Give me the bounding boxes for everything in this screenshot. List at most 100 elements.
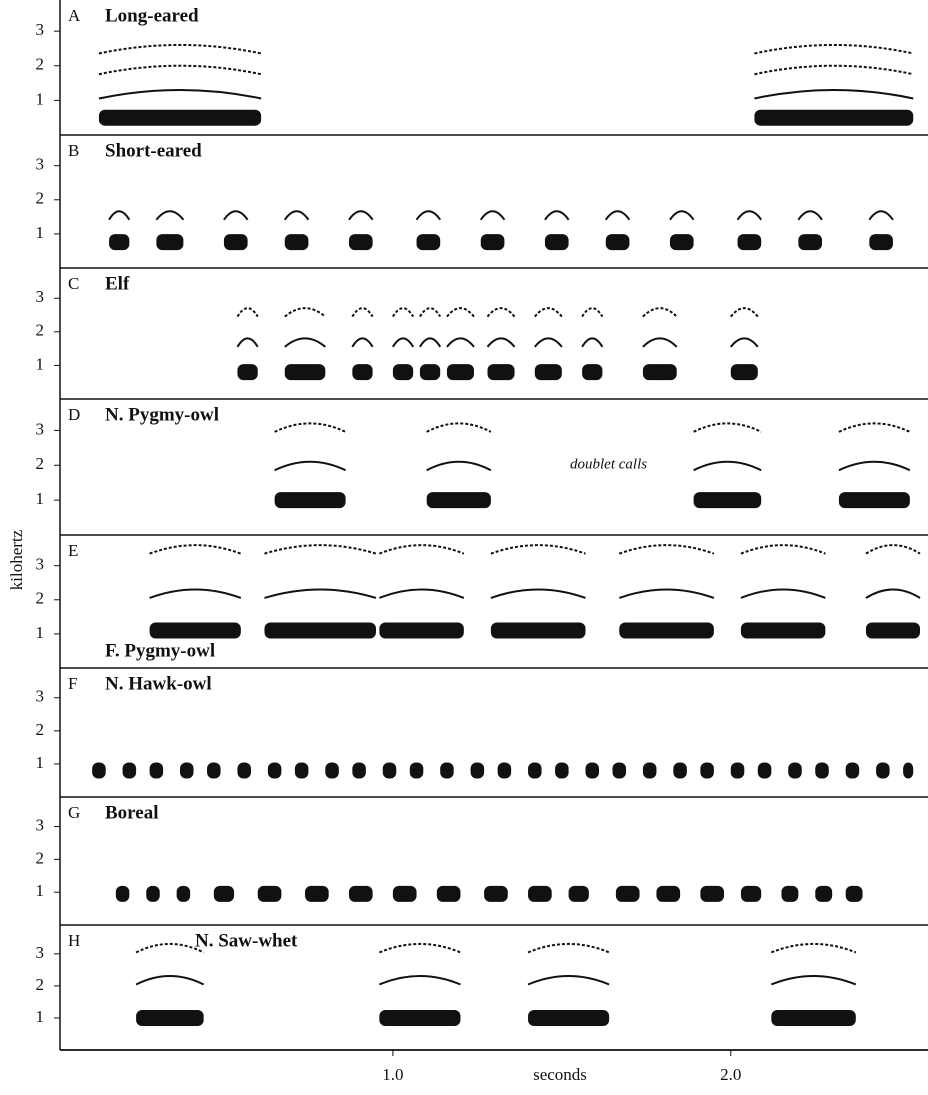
panel-name: Boreal: [105, 802, 158, 823]
call-fundamental: [582, 364, 603, 381]
call-fundamental: [156, 234, 184, 251]
call-fundamental: [446, 364, 474, 381]
call-harmonic: [392, 307, 415, 318]
call-harmonic: [149, 544, 242, 555]
call-fundamental: [352, 762, 366, 779]
call-fundamental: [409, 762, 424, 779]
call-fundamental: [136, 1009, 204, 1026]
call-fundamental: [284, 364, 326, 381]
panel-letter: A: [68, 6, 81, 25]
call-fundamental: [305, 885, 329, 902]
call-fundamental: [673, 762, 687, 779]
call-harmonic: [264, 588, 377, 599]
call-fundamental: [149, 622, 241, 639]
y-tick-label: 3: [36, 815, 45, 834]
call-fundamental: [845, 762, 860, 779]
call-fundamental: [484, 885, 508, 902]
call-harmonic: [236, 337, 259, 348]
call-harmonic: [348, 210, 374, 221]
call-harmonic: [534, 337, 563, 348]
call-harmonic: [544, 210, 570, 221]
call-harmonic: [274, 422, 347, 433]
call-fundamental: [730, 364, 758, 381]
call-harmonic: [284, 337, 326, 348]
x-tick-label: 1.0: [382, 1065, 403, 1084]
call-fundamental: [798, 234, 823, 251]
y-tick-label: 1: [36, 354, 45, 373]
call-fundamental: [176, 885, 191, 902]
call-fundamental: [180, 762, 194, 779]
panel-letter: G: [68, 803, 80, 822]
call-harmonic: [283, 210, 310, 221]
call-fundamental: [700, 762, 714, 779]
call-harmonic: [135, 975, 205, 986]
call-fundamental: [737, 234, 762, 251]
panel-letter: C: [68, 274, 79, 293]
call-fundamental: [416, 234, 441, 251]
call-fundamental: [740, 885, 762, 902]
call-fundamental: [419, 364, 441, 381]
call-fundamental: [757, 762, 772, 779]
call-harmonic: [479, 210, 506, 221]
y-tick-label: 3: [36, 555, 45, 574]
y-tick-label: 1: [36, 753, 45, 772]
call-harmonic: [754, 89, 914, 100]
call-fundamental: [605, 234, 630, 251]
call-harmonic: [618, 588, 715, 599]
call-harmonic: [155, 210, 185, 221]
call-fundamental: [426, 492, 491, 509]
call-fundamental: [237, 364, 258, 381]
call-harmonic: [236, 307, 259, 318]
y-tick-label: 3: [36, 419, 45, 438]
call-fundamental: [92, 762, 106, 779]
call-fundamental: [122, 762, 137, 779]
call-fundamental: [379, 1009, 461, 1026]
call-fundamental: [876, 762, 890, 779]
call-harmonic: [770, 942, 857, 954]
call-harmonic: [754, 44, 914, 55]
call-fundamental: [149, 762, 164, 779]
call-fundamental: [845, 885, 863, 902]
call-harmonic: [486, 307, 516, 318]
call-fundamental: [274, 492, 346, 509]
call-harmonic: [838, 460, 911, 472]
call-fundamental: [669, 234, 694, 251]
y-tick-label: 2: [36, 848, 45, 867]
call-harmonic: [98, 44, 262, 55]
call-fundamental: [730, 762, 745, 779]
call-fundamental: [642, 762, 657, 779]
call-harmonic: [108, 210, 131, 221]
call-fundamental: [700, 885, 725, 902]
call-harmonic: [729, 307, 759, 318]
y-tick-label: 1: [36, 623, 45, 642]
panel-name: N. Pygmy-owl: [105, 404, 219, 425]
y-tick-label: 2: [36, 321, 45, 340]
call-harmonic: [527, 942, 610, 954]
call-fundamental: [480, 234, 505, 251]
panel-letter: B: [68, 141, 79, 160]
panel-name: N. Hawk-owl: [105, 673, 212, 694]
call-fundamental: [392, 885, 417, 902]
call-fundamental: [838, 492, 910, 509]
call-fundamental: [379, 622, 464, 639]
call-fundamental: [207, 762, 221, 779]
call-fundamental: [470, 762, 485, 779]
call-harmonic: [264, 544, 377, 555]
call-harmonic: [797, 210, 823, 221]
call-harmonic: [490, 544, 586, 555]
call-harmonic: [284, 307, 326, 318]
call-fundamental: [223, 234, 248, 251]
call-harmonic: [736, 210, 763, 221]
call-harmonic: [98, 89, 262, 100]
y-tick-label: 2: [36, 975, 45, 994]
call-fundamental: [237, 762, 251, 779]
y-tick-label: 1: [36, 489, 45, 508]
call-fundamental: [771, 1009, 856, 1026]
panel-name: Long-eared: [105, 5, 199, 26]
call-harmonic: [223, 210, 249, 221]
call-harmonic: [527, 974, 610, 986]
y-tick-label: 1: [36, 881, 45, 900]
call-fundamental: [903, 762, 914, 779]
call-fundamental: [497, 762, 512, 779]
